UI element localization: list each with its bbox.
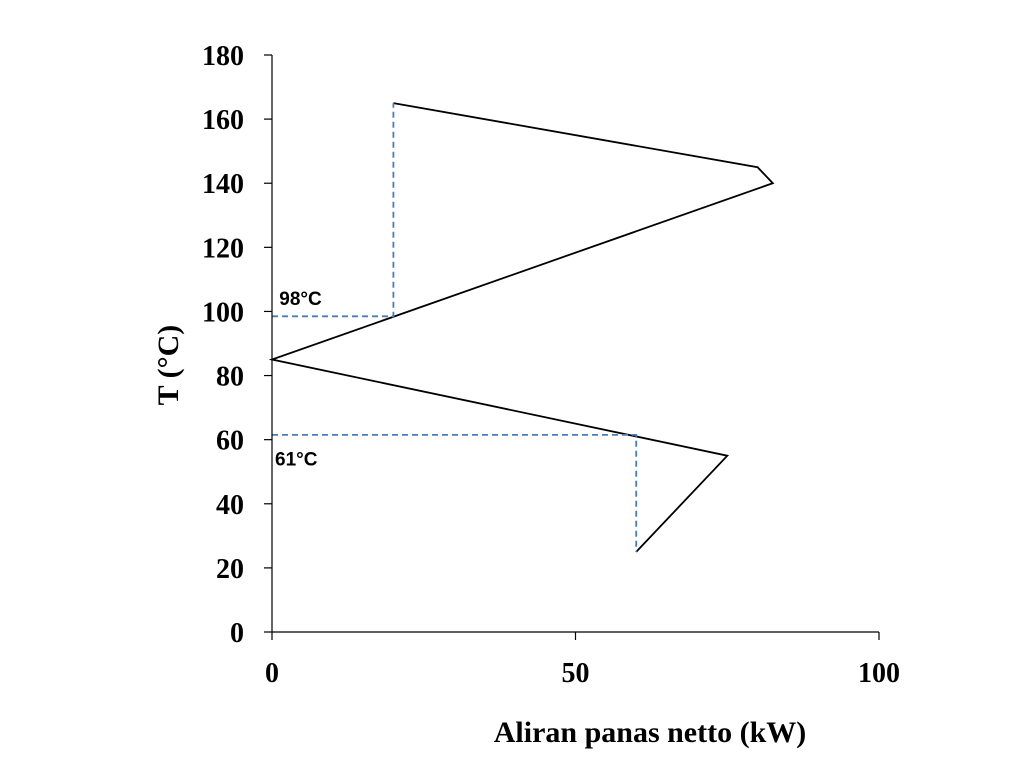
y-tick-label: 180 [202, 41, 244, 72]
annotation-layer: 98°C 61°C [275, 289, 322, 470]
y-tick-label: 160 [202, 105, 244, 136]
x-axis-title: Aliran panas netto (kW) [494, 716, 807, 749]
y-tick-label: 60 [216, 426, 244, 457]
y-tick-label: 20 [216, 554, 244, 585]
y-tick-label: 120 [202, 233, 244, 264]
y-axis-title: T (°C) [152, 325, 185, 406]
series-layer [268, 102, 775, 553]
ticks-layer: 0 20 40 60 80 100 120 140 160 180 0 50 100 [202, 41, 900, 689]
x-tick-label: 0 [265, 658, 279, 689]
dashed-guide-line-2 [272, 433, 638, 552]
axes-layer [271, 55, 879, 633]
y-tick-label: 140 [202, 169, 244, 200]
dashed-guide-line-1 [272, 103, 395, 318]
temperature-annotation: 61°C [275, 449, 318, 470]
y-tick-label: 100 [202, 297, 244, 328]
x-tick-label: 50 [562, 658, 590, 689]
x-tick-label: 100 [858, 658, 900, 689]
y-tick-label: 40 [216, 490, 244, 521]
temperature-annotation: 98°C [279, 289, 322, 310]
composite-curve-line [268, 102, 775, 553]
y-tick-label: 0 [230, 618, 244, 649]
y-tick-label: 80 [216, 362, 244, 393]
